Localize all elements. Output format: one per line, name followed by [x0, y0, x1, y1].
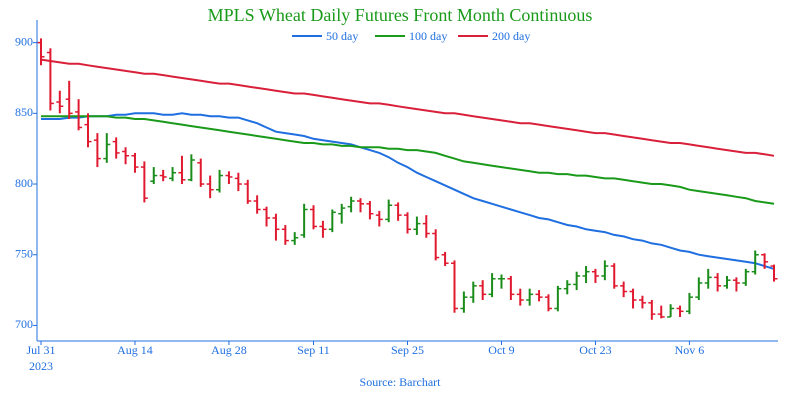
x-tick-label: Sep 25	[391, 343, 424, 357]
y-tick-label: 700	[15, 317, 33, 331]
source-note: Source: Barchart	[360, 375, 442, 389]
y-tick-label: 850	[15, 105, 33, 119]
x-tick-label: Jul 31	[26, 343, 55, 357]
x-tick-label: Sep 11	[297, 343, 330, 357]
ma-line	[40, 58, 775, 157]
x-tick-label: Aug 28	[211, 343, 247, 357]
x-tick-label: Oct 9	[488, 343, 514, 357]
y-tick-label: 750	[15, 246, 33, 260]
x-tick-label: Nov 6	[675, 343, 705, 357]
x-tick-label: Aug 14	[117, 343, 153, 357]
ma-line	[41, 115, 775, 205]
legend-label: 200 day	[492, 29, 530, 43]
y-tick-label: 800	[15, 176, 33, 190]
y-tick-label: 900	[15, 34, 33, 48]
x-tick-label: Oct 23	[579, 343, 611, 357]
x-year-label: 2023	[29, 359, 53, 373]
chart-title: MPLS Wheat Daily Futures Front Month Con…	[208, 5, 593, 25]
legend-label: 100 day	[409, 29, 447, 43]
legend-label: 50 day	[326, 29, 358, 43]
ma-line	[41, 112, 775, 270]
